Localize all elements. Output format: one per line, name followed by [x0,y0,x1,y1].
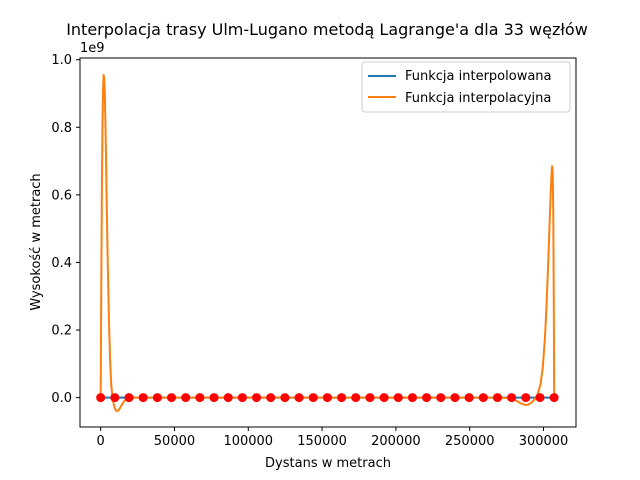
legend-label-interpolated: Funkcja interpolowana [405,69,552,84]
node-point [549,393,559,403]
node-point [167,393,177,403]
plot-area [96,73,559,413]
node-point [181,393,191,403]
node-point [138,393,148,403]
x-tick-label: 300000 [519,434,569,449]
y-axis-offset-label: 1e9 [80,41,105,56]
legend-box [361,61,571,113]
node-point [478,393,488,403]
node-point [535,393,545,403]
x-axis-ticks: 0 50000 100000 150000 200000 250000 300000 [97,427,569,449]
node-point [464,393,474,403]
node-point [507,393,517,403]
y-tick-label: 0.4 [51,256,72,271]
y-tick-label: 0.8 [51,121,72,136]
node-point [110,393,120,403]
x-tick-label: 150000 [297,434,347,449]
node-point [152,393,162,403]
y-tick-label: 0.0 [51,391,72,406]
x-axis-label: Dystans w metrach [265,456,391,471]
y-axis-ticks: 0.0 0.2 0.4 0.6 0.8 1.0 [51,53,80,406]
node-point [393,393,403,403]
y-tick-label: 1.0 [51,53,72,68]
x-tick-label: 250000 [445,434,495,449]
node-point [280,393,290,403]
x-tick-label: 100000 [223,434,273,449]
node-point [379,393,389,403]
legend-label-interpolating: Funkcja interpolacyjna [405,91,551,106]
node-point [237,393,247,403]
series-layer [96,73,559,413]
legend: Funkcja interpolowana Funkcja interpolac… [361,61,571,113]
node-point [521,393,531,403]
node-point [223,393,233,403]
node-point [450,393,460,403]
node-point [322,393,332,403]
node-point [436,393,446,403]
node-point [337,393,347,403]
node-point [294,393,304,403]
axes-frame [79,57,577,428]
node-point [422,393,432,403]
y-axis-label: Wysokość w metrach [29,173,44,310]
chart-title: Interpolacja trasy Ulm-Lugano metodą Lag… [66,20,588,39]
node-point [308,393,318,403]
node-point [96,393,106,403]
node-point [209,393,219,403]
node-point [492,393,502,403]
node-point [407,393,417,403]
y-tick-label: 0.2 [51,324,72,339]
x-tick-label: 0 [97,434,105,449]
y-tick-label: 0.6 [51,188,72,203]
node-point [195,393,205,403]
node-point [266,393,276,403]
node-point [124,393,134,403]
x-tick-label: 50000 [154,434,195,449]
x-tick-label: 200000 [371,434,421,449]
node-point [252,393,262,403]
node-point [351,393,361,403]
node-point [365,393,375,403]
